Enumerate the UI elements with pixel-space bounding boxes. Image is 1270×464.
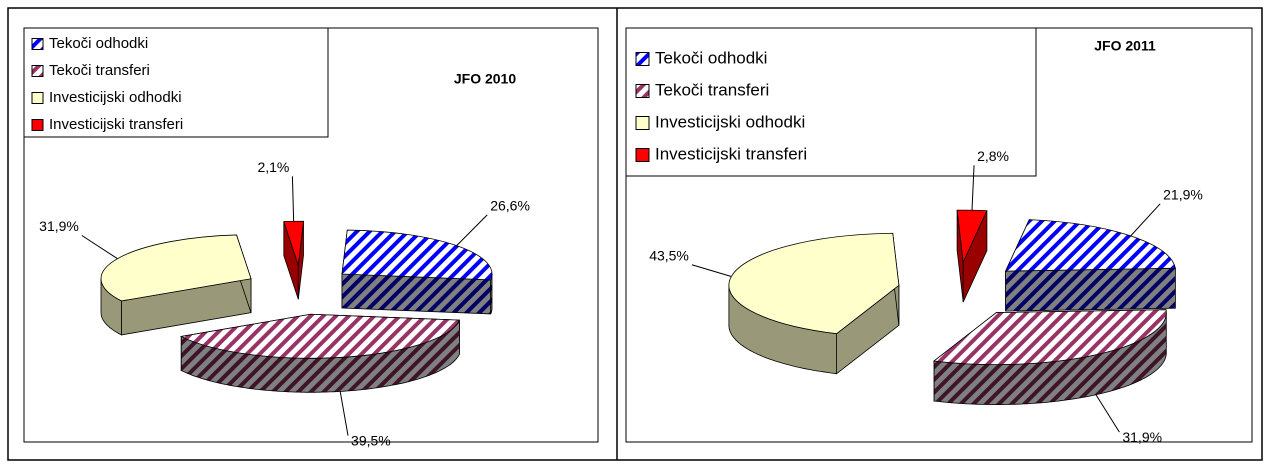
data-label: 43,5% xyxy=(649,247,689,263)
legend-swatch xyxy=(635,84,650,98)
legend-label: Tekoči odhodki xyxy=(49,35,148,52)
leader-line xyxy=(339,391,349,436)
slice xyxy=(728,232,900,375)
legend-swatch xyxy=(31,38,44,50)
slice-top xyxy=(179,313,461,359)
leader-line xyxy=(971,165,975,211)
data-label: 2,8% xyxy=(977,148,1009,164)
leader-line xyxy=(291,176,295,222)
slice-top xyxy=(341,229,493,281)
legend-label: Tekoči odhodki xyxy=(655,48,767,67)
slice xyxy=(283,220,304,300)
slice-top xyxy=(100,234,252,302)
slice-top xyxy=(1004,219,1176,272)
legend-swatch xyxy=(635,116,650,130)
legend-swatch xyxy=(31,92,44,104)
outer-frame xyxy=(7,7,1263,461)
slice-top xyxy=(933,309,1167,366)
legend-label: Investicijski odhodki xyxy=(49,89,182,106)
chart-title: JFO 2010 xyxy=(454,71,516,87)
legend-label: Investicijski transferi xyxy=(655,144,807,163)
legend-box xyxy=(23,27,329,138)
slice xyxy=(341,229,493,315)
data-label: 31,9% xyxy=(39,218,79,234)
slice xyxy=(1004,219,1176,312)
leader-line xyxy=(1095,394,1120,433)
legend-box xyxy=(625,27,1037,177)
slice xyxy=(179,313,461,393)
legend-label: Tekoči transferi xyxy=(655,80,769,99)
legend-swatch xyxy=(31,119,44,131)
legend-label: Tekoči transferi xyxy=(49,62,150,79)
data-label: 2,1% xyxy=(257,159,289,175)
legend-swatch xyxy=(31,65,44,77)
slice xyxy=(933,309,1167,406)
slice-cut-face xyxy=(341,273,492,315)
data-label: 26,6% xyxy=(490,198,530,214)
leader-line xyxy=(1130,203,1161,237)
slice-cut-face xyxy=(1005,267,1176,312)
legend-label: Investicijski odhodki xyxy=(655,112,805,131)
slice xyxy=(100,234,252,336)
data-label: 21,9% xyxy=(1163,187,1203,203)
slice xyxy=(956,209,988,303)
legend-swatch xyxy=(635,52,650,66)
leader-line xyxy=(81,235,118,260)
leader-line xyxy=(456,214,488,247)
legend-swatch xyxy=(635,148,650,162)
slice-top xyxy=(728,232,900,335)
data-label: 39,5% xyxy=(351,432,391,448)
data-label: 31,9% xyxy=(1122,429,1162,445)
legend-label: Investicijski transferi xyxy=(49,116,183,133)
chart-title: JFO 2011 xyxy=(1094,38,1156,54)
leader-line xyxy=(691,264,732,278)
